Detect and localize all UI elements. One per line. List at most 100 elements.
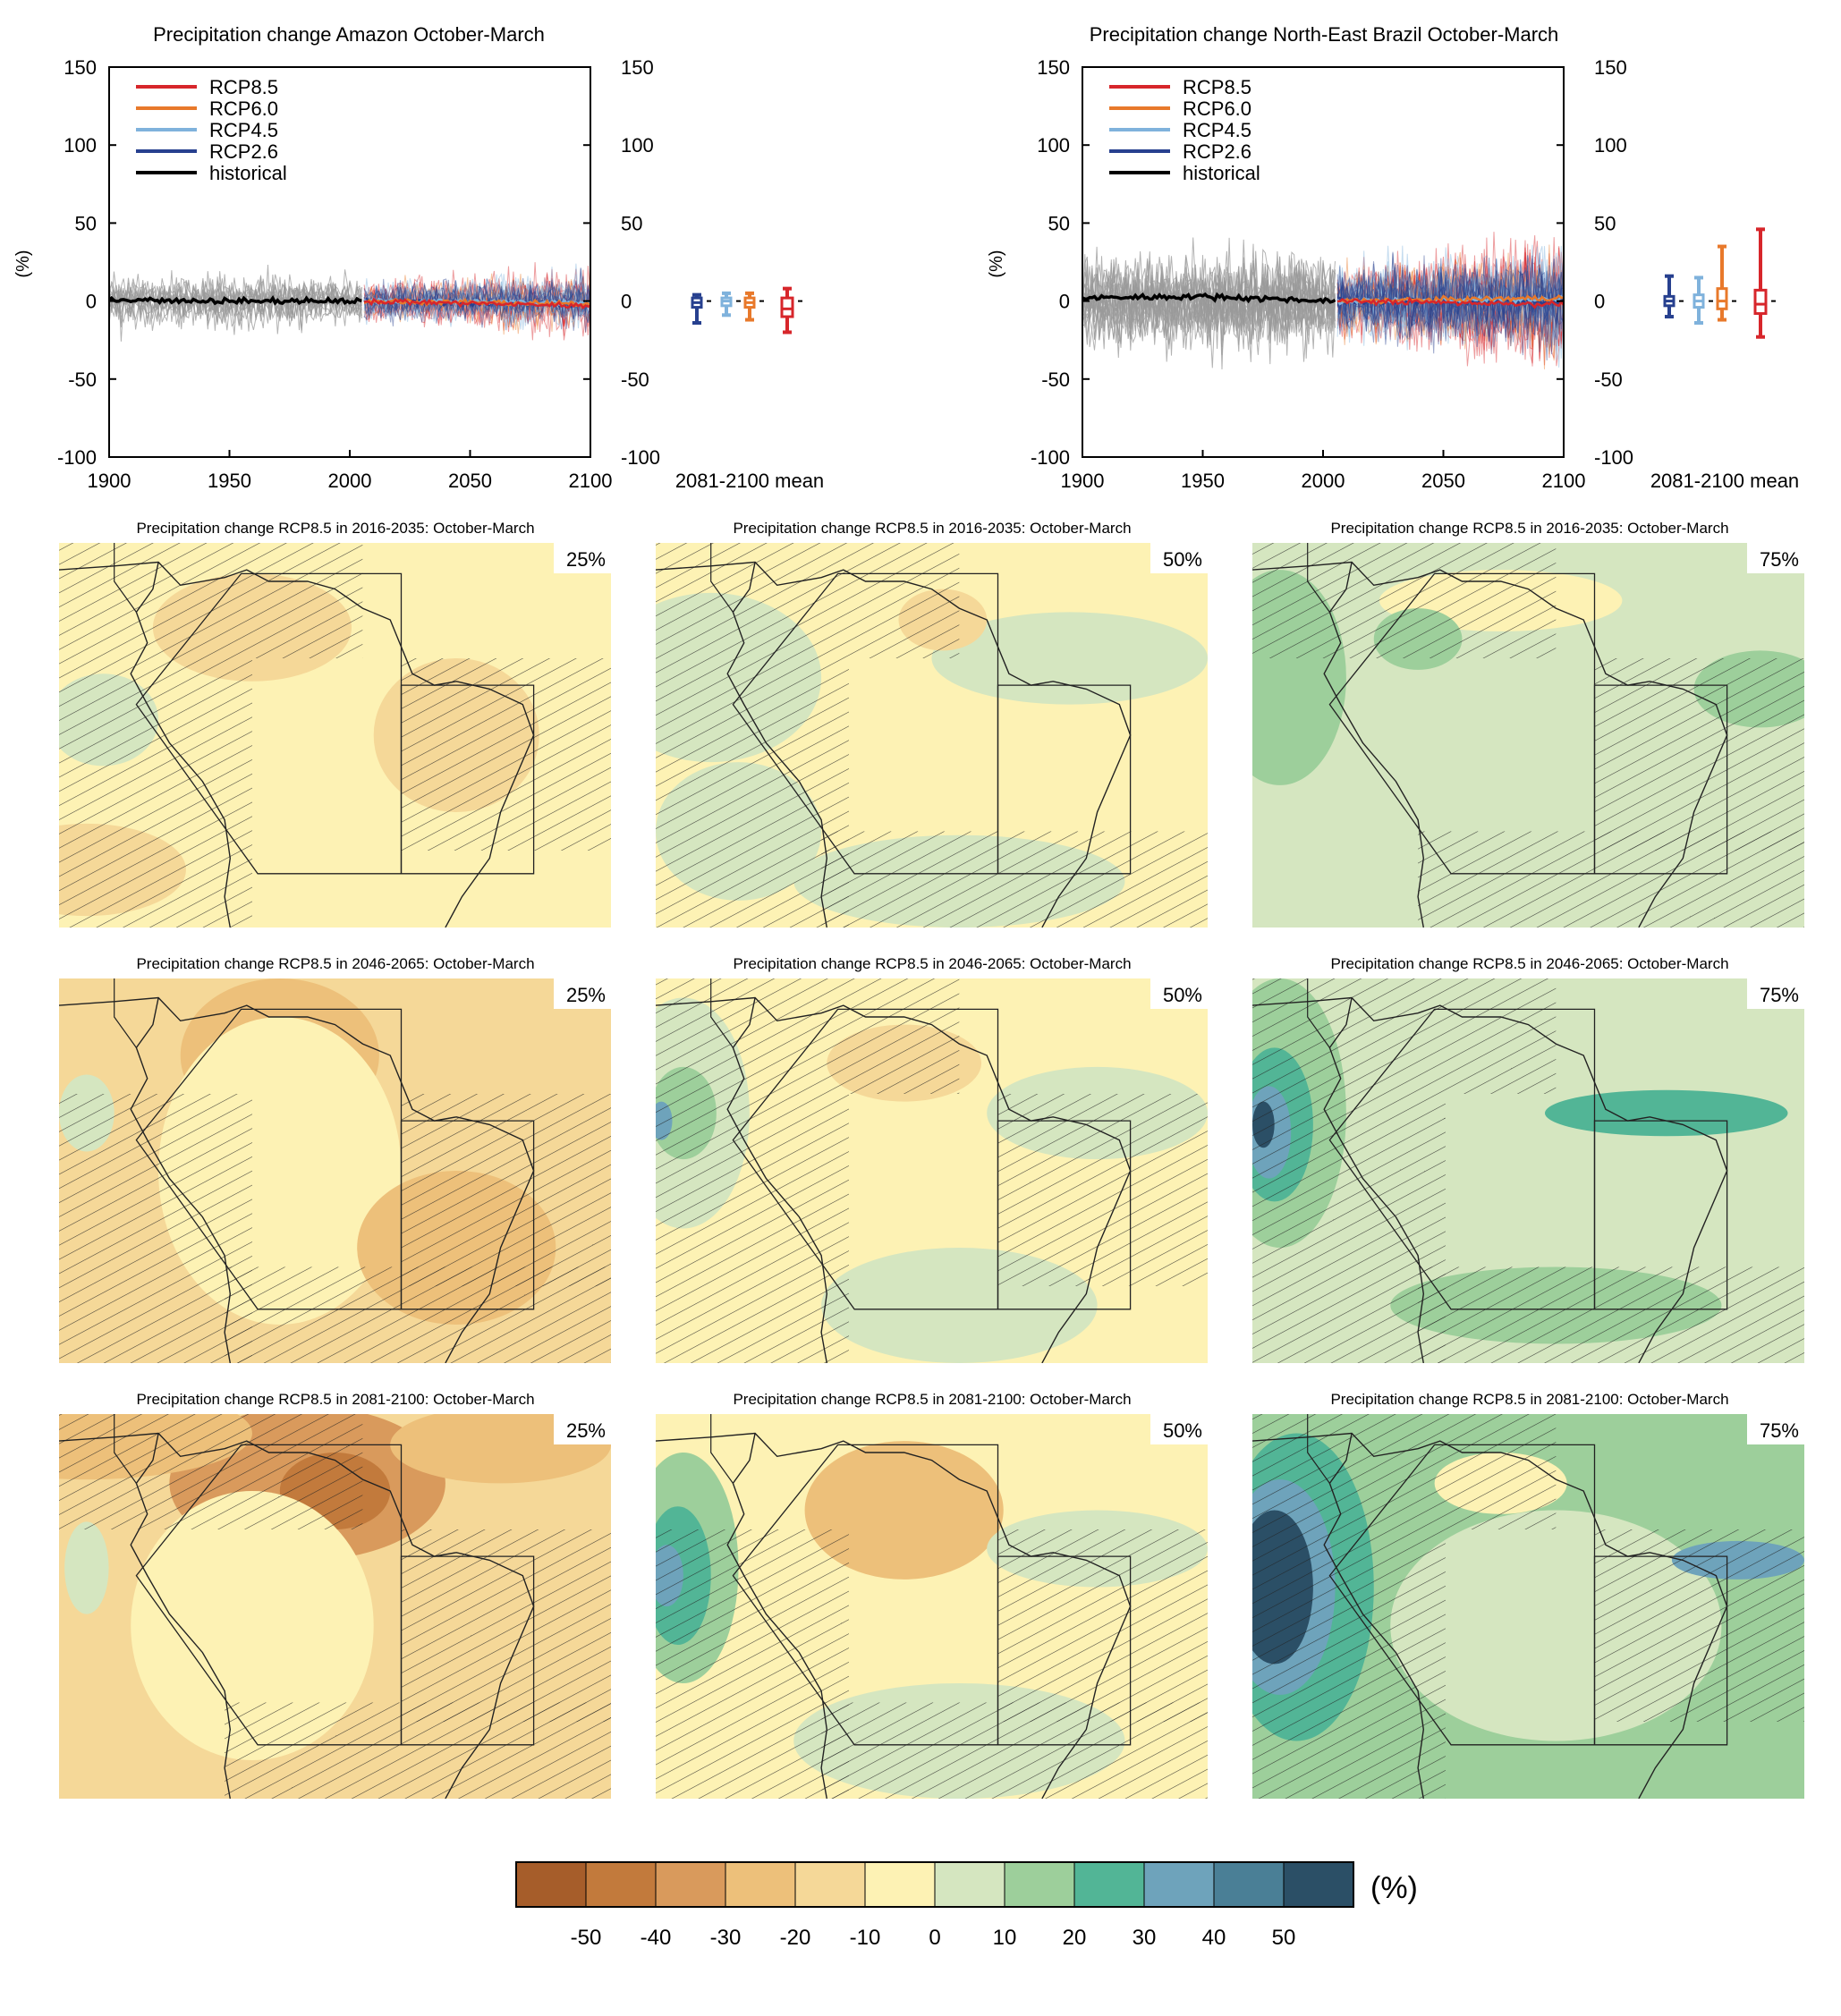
legend-label: RCP4.5 [209,119,278,141]
scenario-member-line [1336,251,1564,361]
scenario-member-line [1336,261,1564,349]
x-tick-label: 1900 [1061,470,1105,492]
nebrazil-box-label: 2081-2100 mean [1650,470,1799,492]
coastline [1323,1433,1425,1799]
boxplot-box [1753,288,1768,316]
x-tick-label: 2000 [1302,470,1345,492]
significance-hatching [997,1529,1208,1722]
percentile-tag-bg [1150,978,1208,1009]
map-fill-layer [656,543,1208,928]
y-tick-label: 100 [621,134,654,157]
legend-label: RCP4.5 [1183,119,1251,141]
coastline [726,997,828,1363]
amazon-region-outline [732,572,999,875]
precipitation-map-2: 50% [656,543,1208,928]
percentile-tag: 75% [1760,1419,1799,1442]
precipitation-map-9: 75% [1252,1414,1804,1799]
y-tick-label: -100 [57,446,97,469]
scenario-member-line [1336,246,1564,350]
scenario-member-line [1336,254,1564,356]
country-border [114,543,137,613]
historical-mean-line [1082,292,1336,305]
scenario-member-line [1336,235,1564,359]
country-border [710,1414,734,1484]
scenario-member-line [363,277,590,331]
percentile-tag: 75% [1760,548,1799,571]
scenario-mean-line [1336,293,1564,305]
percentile-tag-bg [1150,1414,1208,1444]
percentile-tag: 25% [566,1419,606,1442]
country-border [1307,543,1330,613]
boxplot-rcp26 [691,292,711,326]
nebrazil-panel-title: Precipitation change North-East Brazil O… [1090,23,1559,46]
map-fill-layer [656,1414,1208,1799]
percentile-tag-bg [1747,543,1804,573]
x-tick-label: 2050 [448,470,492,492]
boxplot-rcp85 [1753,227,1776,339]
significance-hatching [225,1702,611,1799]
colorbar-tick-label: -30 [710,1926,742,1950]
scenario-member-line [1336,255,1564,339]
y-tick-label: 50 [1048,212,1070,234]
amazon-region-outline [732,1444,999,1746]
x-tick-label: 2000 [328,470,372,492]
precip-patch [131,1491,374,1760]
legend-label: RCP8.5 [1183,76,1251,98]
percentile-tag-bg [554,1414,611,1444]
map-title: Precipitation change RCP8.5 in 2046-2065… [136,955,534,972]
map-title: Precipitation change RCP8.5 in 2016-2035… [136,520,534,537]
scenario-member-line [1336,252,1564,338]
y-tick-label: 100 [64,134,97,157]
colorbar-tick-label: 50 [1272,1926,1296,1950]
significance-hatching [401,1529,611,1722]
scenario-member-line [1336,251,1564,345]
map-fill-layer [59,543,611,928]
percentile-tag: 25% [566,984,606,1006]
significance-hatching [59,658,252,928]
colorbar-frame [515,1861,1354,1908]
colorbar: (%) -50 -40 -30 -20 -10 0 10 20 30 40 50 [515,1861,1418,1950]
y-tick-label: 50 [1594,212,1616,234]
amazon-region-outline [135,572,403,875]
coastline [130,562,232,928]
ne-brazil-region-outline [400,1120,535,1310]
y-tick-label: -100 [1031,446,1070,469]
colorbar-tick-label: -10 [850,1926,881,1950]
significance-hatching [656,658,849,928]
ne-brazil-region-outline [1593,684,1728,875]
ne-brazil-region-outline [1593,1120,1728,1310]
nebrazil-timeseries-panel: Precipitation change North-East Brazil O… [987,23,1799,492]
percentile-tag-bg [1747,1414,1804,1444]
amazon-region-outline [1328,1008,1596,1310]
legend-label: historical [209,162,287,184]
amazon-region-outline [135,1444,403,1746]
significance-hatching [821,831,1208,928]
percentile-tag-bg [554,543,611,573]
colorbar-unit: (%) [1370,1871,1418,1905]
legend-label: RCP6.0 [1183,97,1251,120]
map-title: Precipitation change RCP8.5 in 2016-2035… [1330,520,1728,537]
significance-hatching [1594,658,1804,851]
scenario-member-line [1336,263,1564,352]
colorbar-tick-label: 30 [1133,1926,1157,1950]
colorbar-tick-label: -50 [571,1926,602,1950]
significance-hatching [1252,978,1557,1094]
precip-patch [931,612,1208,705]
map-fill-layer [1252,978,1804,1363]
y-tick-label: 0 [621,291,632,313]
colorbar-tick-label: 10 [993,1926,1017,1950]
x-tick-label: 2050 [1421,470,1465,492]
historical-member-line [1082,255,1336,350]
scenario-member-line [1337,253,1564,348]
scenario-member-line [363,282,590,330]
legend-label: historical [1183,162,1260,184]
amazon-y-axis-label: (%) [13,250,33,277]
significance-hatching [59,1094,252,1363]
significance-hatching [401,1094,611,1286]
historical-mean-line [109,294,362,306]
percentile-tag: 75% [1760,984,1799,1006]
precipitation-map-8: 50% [656,1414,1208,1799]
boxplot-rcp60 [1716,244,1736,322]
scenario-member-line [363,268,590,333]
x-tick-label: 1950 [208,470,251,492]
